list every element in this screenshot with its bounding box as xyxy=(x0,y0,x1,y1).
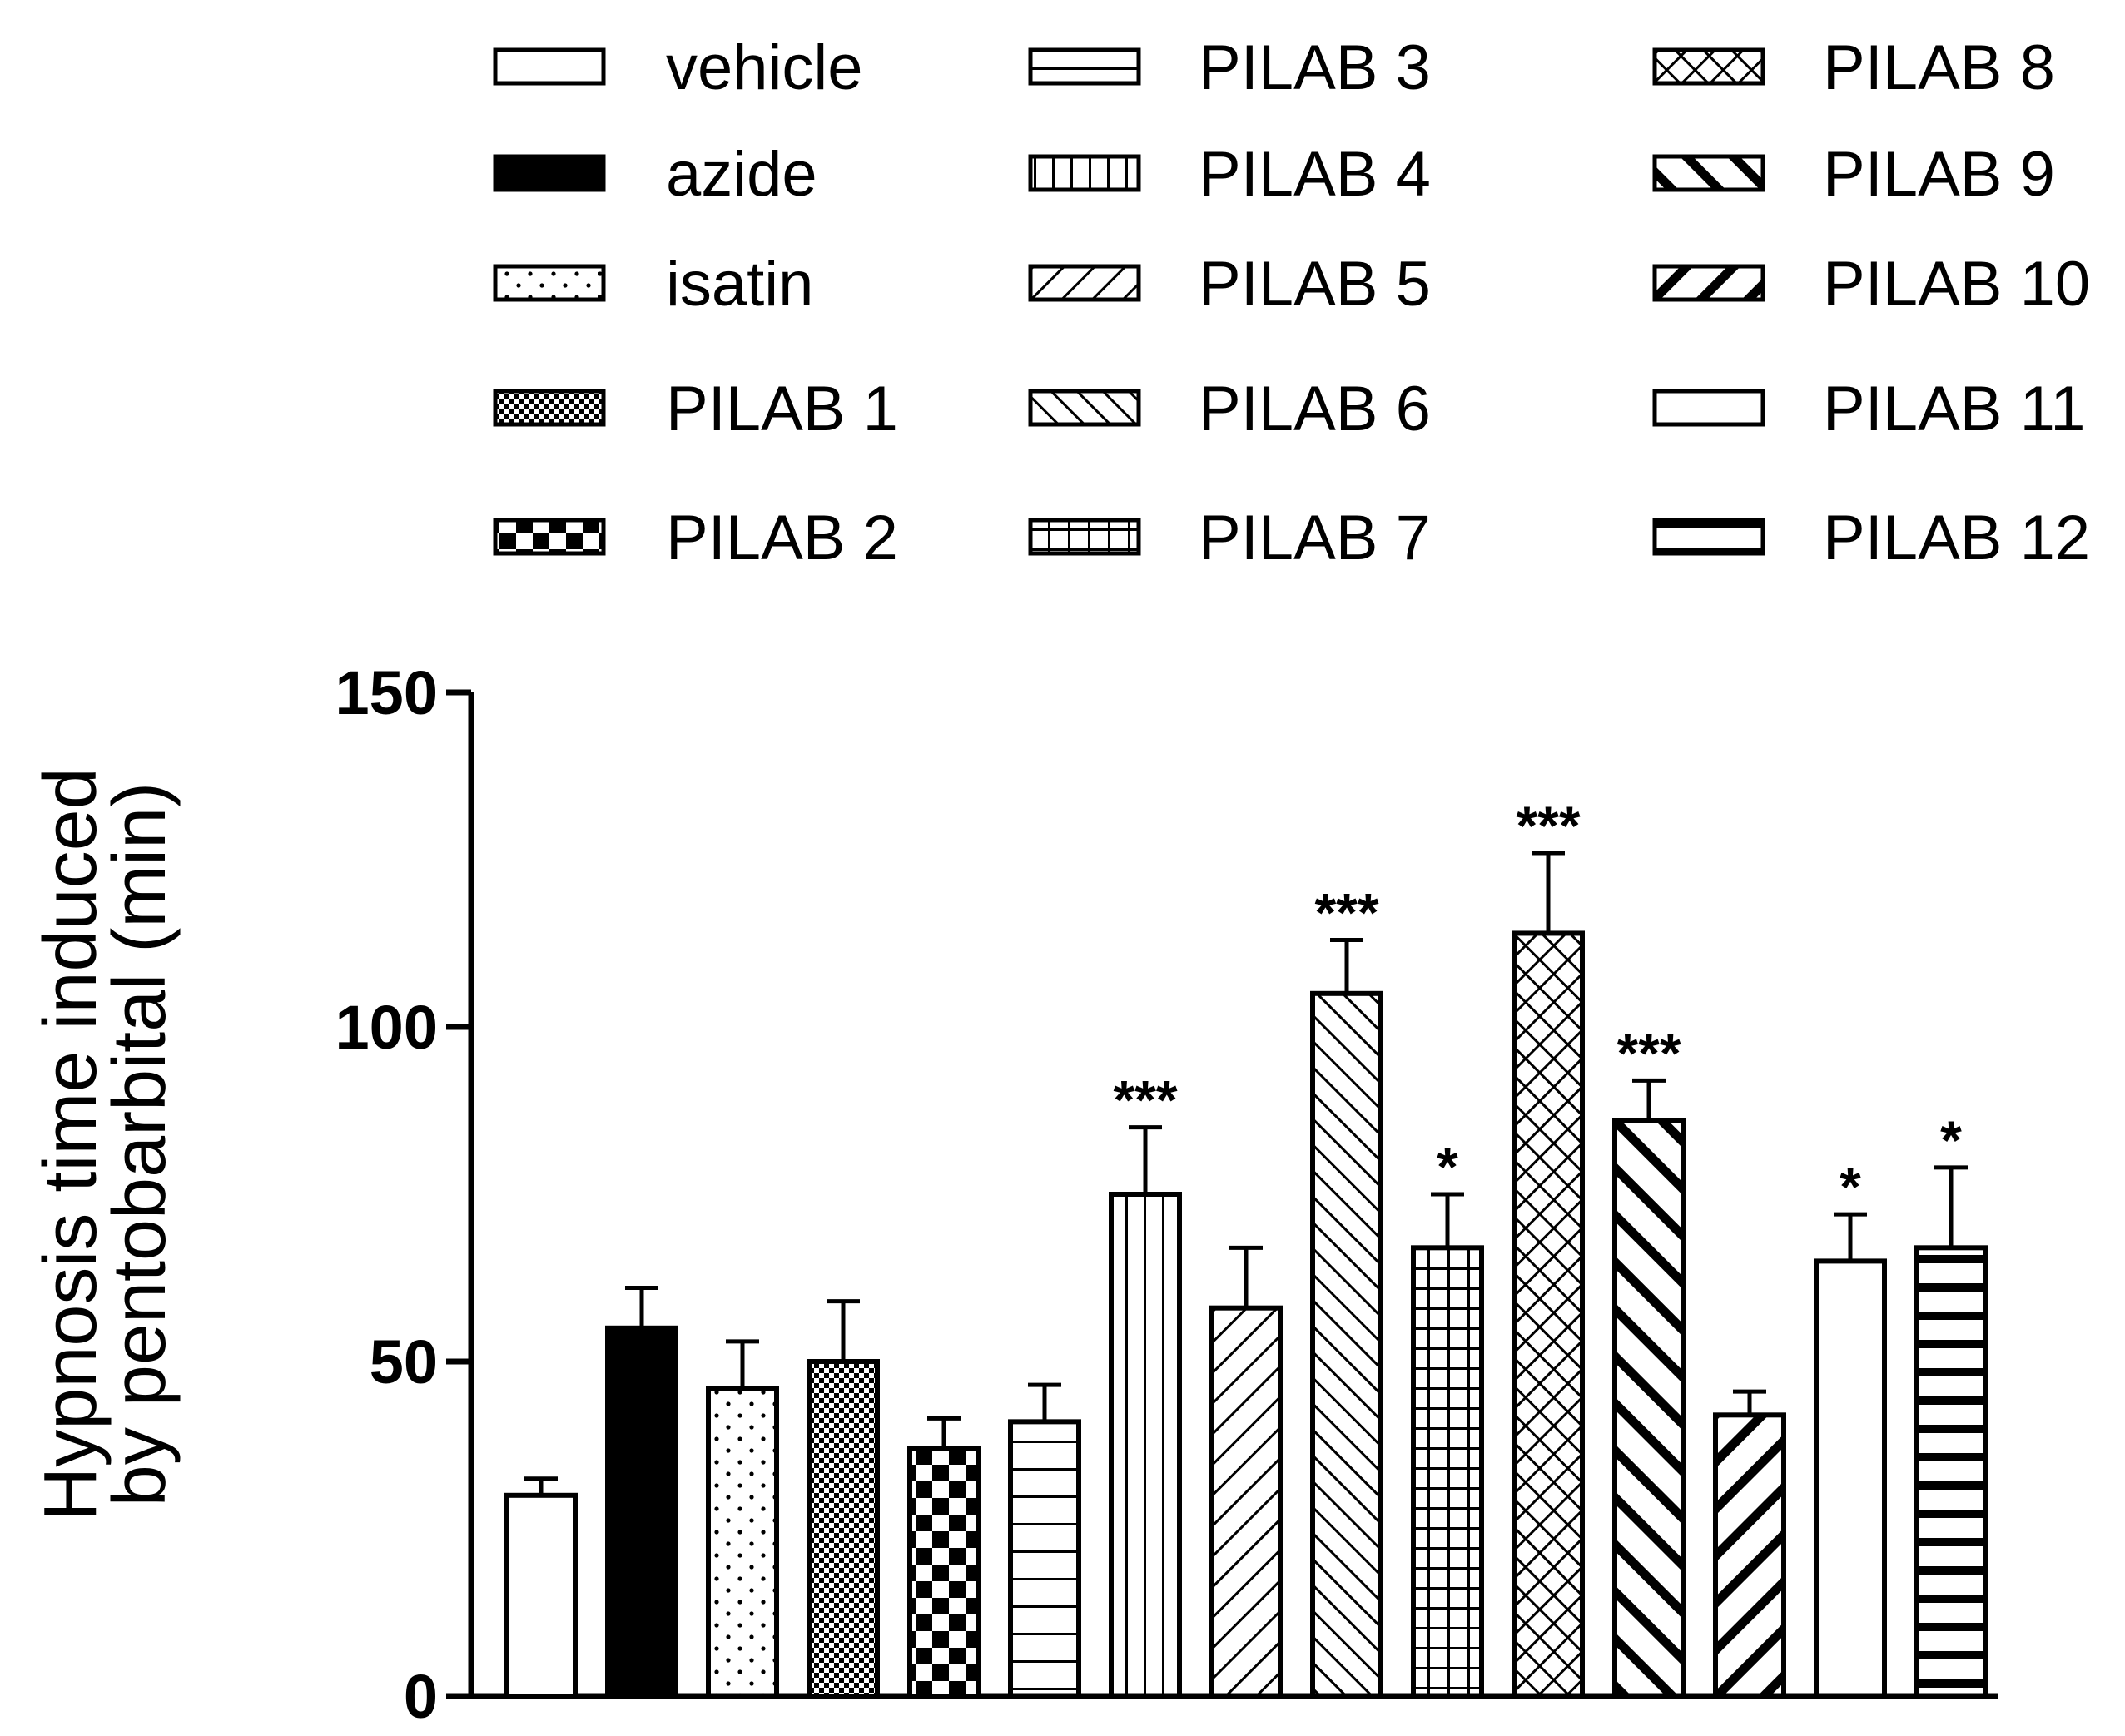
legend-item-pilab-8: PILAB 8 xyxy=(1652,32,2055,103)
bar-pilab-9 xyxy=(1612,1118,1686,1699)
legend-item-azide: azide xyxy=(493,139,817,210)
y-tick-label-50: 50 xyxy=(370,1327,438,1396)
legend-label-pilab-4: PILAB 4 xyxy=(1199,139,1431,210)
bar-group-pilab-7: * xyxy=(1411,1136,1484,1699)
bar-pilab-5 xyxy=(1209,1305,1283,1699)
bar-group-pilab-12: * xyxy=(1914,1109,1988,1699)
bar-group-vehicle xyxy=(504,1476,578,1699)
bar-group-pilab-4: *** xyxy=(1109,1069,1182,1699)
bar-group-pilab-9: *** xyxy=(1612,1022,1686,1699)
legend-swatch-pilab-3 xyxy=(1028,47,1141,86)
significance-pilab-4: *** xyxy=(1113,1069,1177,1131)
legend-label-pilab-5: PILAB 5 xyxy=(1199,249,1431,320)
significance-pilab-9: *** xyxy=(1616,1022,1681,1084)
bar-group-azide xyxy=(605,1286,678,1699)
significance-pilab-6: *** xyxy=(1314,881,1378,943)
legend-item-pilab-4: PILAB 4 xyxy=(1028,139,1431,210)
bar-pilab-10 xyxy=(1713,1412,1786,1699)
legend-item-isatin: isatin xyxy=(493,249,813,320)
bar-group-pilab-5 xyxy=(1209,1245,1283,1699)
bar-pilab-6 xyxy=(1310,990,1383,1699)
bar-pilab-11 xyxy=(1814,1258,1887,1699)
bar-group-pilab-1 xyxy=(807,1299,880,1699)
legend-swatch-pilab-4 xyxy=(1028,154,1141,192)
bar-isatin xyxy=(706,1386,779,1699)
legend-swatch-azide xyxy=(493,154,606,192)
legend-swatch-pilab-12 xyxy=(1652,518,1765,556)
legend-swatch-isatin xyxy=(493,264,606,302)
legend-label-pilab-8: PILAB 8 xyxy=(1823,32,2055,103)
legend-label-pilab-6: PILAB 6 xyxy=(1199,374,1431,444)
legend-item-pilab-7: PILAB 7 xyxy=(1028,503,1431,573)
bar-group-pilab-2 xyxy=(907,1416,981,1699)
y-tick-label-100: 100 xyxy=(335,993,438,1062)
legend-item-pilab-2: PILAB 2 xyxy=(493,503,898,573)
legend-item-pilab-11: PILAB 11 xyxy=(1652,374,2085,444)
bar-group-pilab-3 xyxy=(1008,1382,1081,1699)
significance-pilab-8: *** xyxy=(1516,795,1580,856)
legend-item-pilab-6: PILAB 6 xyxy=(1028,374,1431,444)
significance-pilab-11: * xyxy=(1840,1156,1861,1218)
y-tick-label-150: 150 xyxy=(335,658,438,727)
legend-label-azide: azide xyxy=(666,139,817,210)
legend-item-pilab-12: PILAB 12 xyxy=(1652,503,2090,573)
bar-pilab-8 xyxy=(1512,930,1585,1699)
legend-item-pilab-9: PILAB 9 xyxy=(1652,139,2055,210)
legend-swatch-pilab-10 xyxy=(1652,264,1765,302)
legend-swatch-pilab-5 xyxy=(1028,264,1141,302)
legend-swatch-pilab-6 xyxy=(1028,389,1141,427)
legend-label-pilab-12: PILAB 12 xyxy=(1823,503,2090,573)
bar-group-pilab-10 xyxy=(1713,1389,1786,1699)
bar-group-isatin xyxy=(706,1339,779,1699)
bar-group-pilab-8: *** xyxy=(1512,795,1585,1699)
y-tick-label-0: 0 xyxy=(404,1662,438,1731)
legend: vehicle azide isatin PILAB 1 PILAB 2 PILAB 3 P… xyxy=(493,32,2090,573)
legend-label-pilab-10: PILAB 10 xyxy=(1823,249,2090,320)
legend-label-pilab-11: PILAB 11 xyxy=(1823,374,2085,444)
bar-pilab-1 xyxy=(807,1359,880,1699)
legend-swatch-vehicle xyxy=(493,47,606,86)
significance-pilab-7: * xyxy=(1437,1136,1458,1198)
y-axis-title-line-2: by pentobarbital (min) xyxy=(98,782,181,1506)
legend-label-isatin: isatin xyxy=(666,249,813,320)
legend-item-pilab-3: PILAB 3 xyxy=(1028,32,1431,103)
bar-pilab-4 xyxy=(1109,1192,1182,1699)
bar-group-pilab-11: * xyxy=(1814,1156,1887,1699)
bar-pilab-7 xyxy=(1411,1245,1484,1699)
legend-item-pilab-5: PILAB 5 xyxy=(1028,249,1431,320)
legend-swatch-pilab-2 xyxy=(493,518,606,556)
bars: *************** xyxy=(504,795,1988,1699)
legend-swatch-pilab-7 xyxy=(1028,518,1141,556)
legend-swatch-pilab-9 xyxy=(1652,154,1765,192)
bar-pilab-2 xyxy=(907,1446,981,1699)
legend-label-pilab-3: PILAB 3 xyxy=(1199,32,1431,103)
bar-vehicle xyxy=(504,1492,578,1699)
legend-item-vehicle: vehicle xyxy=(493,32,863,103)
bar-azide xyxy=(605,1325,678,1699)
significance-pilab-12: * xyxy=(1940,1109,1962,1171)
legend-label-pilab-7: PILAB 7 xyxy=(1199,503,1431,573)
legend-label-pilab-2: PILAB 2 xyxy=(666,503,898,573)
legend-swatch-pilab-1 xyxy=(493,389,606,427)
legend-item-pilab-1: PILAB 1 xyxy=(493,374,898,444)
bar-pilab-3 xyxy=(1008,1419,1081,1699)
bar-group-pilab-6: *** xyxy=(1310,881,1383,1699)
legend-swatch-pilab-11 xyxy=(1652,389,1765,427)
bar-pilab-12 xyxy=(1914,1245,1988,1699)
legend-item-pilab-10: PILAB 10 xyxy=(1652,249,2090,320)
y-axis-title-line-1: Hypnosis time induced xyxy=(29,767,112,1520)
legend-label-vehicle: vehicle xyxy=(666,32,863,103)
legend-label-pilab-9: PILAB 9 xyxy=(1823,139,2055,210)
legend-label-pilab-1: PILAB 1 xyxy=(666,374,898,444)
legend-swatch-pilab-8 xyxy=(1652,47,1765,86)
